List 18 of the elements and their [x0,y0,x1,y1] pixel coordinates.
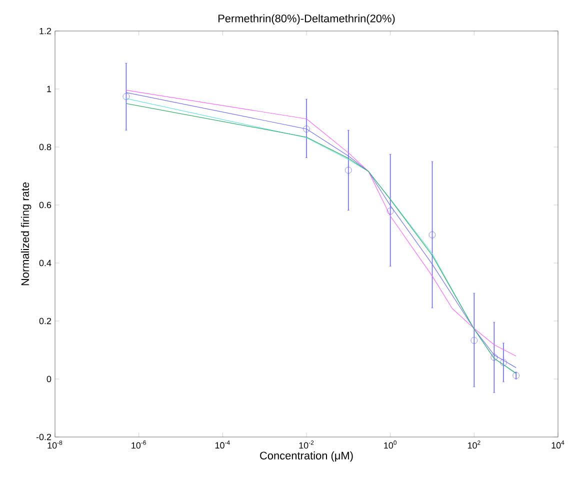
y-axis-title: Normalized firing rate [20,182,32,286]
chart-title: Permethrin(80%)-Deltamethrin(20%) [218,14,395,24]
x-tick-label: 10$^{0}$ [384,440,396,449]
x-tick-label: 10$^{4}$ [552,440,564,449]
y-tick-label: 0 [46,376,52,382]
y-tick-label: 0.4 [39,260,52,266]
x-tick-label: 10$^{-4}$ [215,440,230,449]
x-tick-label: 10$^{-6}$ [132,440,146,449]
y-tick-label: 0.6 [39,202,52,208]
y-tick-label: 0.8 [39,144,52,150]
x-tick-label: 10$^{-8}$ [48,440,62,449]
x-axis-title: Concentration (μM) [260,451,353,462]
y-tick-label: 1.2 [40,28,52,34]
x-tick-label: 10$^{-2}$ [299,440,314,449]
y-tick-label: 0.2 [39,318,52,324]
y-tick-label: -0.2 [36,434,52,440]
x-tick-label: 10$^{2}$ [468,440,480,449]
y-tick-label: 1 [47,86,52,92]
